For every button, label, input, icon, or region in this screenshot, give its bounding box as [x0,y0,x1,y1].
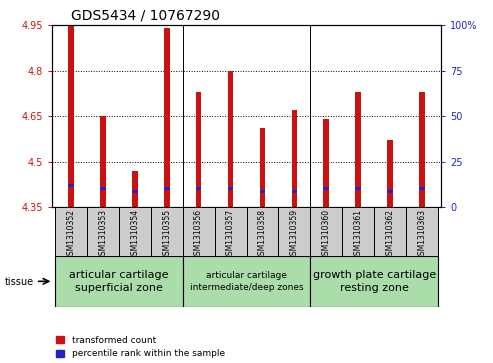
FancyBboxPatch shape [311,207,342,256]
Bar [260,128,265,207]
Text: articular cartilage
superficial zone: articular cartilage superficial zone [69,270,169,293]
FancyBboxPatch shape [119,207,151,256]
Bar [323,187,329,190]
FancyBboxPatch shape [182,207,214,256]
Bar [387,190,393,193]
Bar [228,187,233,190]
Bar [132,190,138,193]
FancyBboxPatch shape [55,256,182,307]
Bar [196,187,202,190]
Text: GSM1310357: GSM1310357 [226,209,235,261]
Text: articular cartilage
intermediate/deep zones: articular cartilage intermediate/deep zo… [190,271,303,292]
Bar [419,92,425,207]
Bar [228,71,233,207]
Bar [260,190,265,193]
Text: growth plate cartilage
resting zone: growth plate cartilage resting zone [313,270,436,293]
FancyBboxPatch shape [246,207,279,256]
FancyBboxPatch shape [342,207,374,256]
Text: GSM1310359: GSM1310359 [290,209,299,261]
Text: tissue: tissue [5,277,34,287]
FancyBboxPatch shape [279,207,311,256]
FancyBboxPatch shape [182,256,311,307]
FancyBboxPatch shape [374,207,406,256]
FancyBboxPatch shape [151,207,182,256]
Bar [323,119,329,207]
Bar [196,92,202,207]
Bar [132,171,138,207]
Bar [291,110,297,207]
Bar [68,184,74,187]
Bar [68,25,74,207]
Text: GSM1310354: GSM1310354 [130,209,139,261]
Bar [164,28,170,207]
FancyBboxPatch shape [55,207,87,256]
Bar [419,187,425,190]
Bar [291,190,297,193]
Text: GDS5434 / 10767290: GDS5434 / 10767290 [71,9,220,23]
Bar [100,187,106,190]
Text: GSM1310363: GSM1310363 [418,209,426,261]
Legend: transformed count, percentile rank within the sample: transformed count, percentile rank withi… [56,336,225,359]
Bar [100,116,106,207]
Text: GSM1310352: GSM1310352 [67,209,75,260]
Text: GSM1310360: GSM1310360 [322,209,331,261]
FancyBboxPatch shape [87,207,119,256]
FancyBboxPatch shape [214,207,246,256]
Text: GSM1310362: GSM1310362 [386,209,395,260]
Bar [164,187,170,190]
Text: GSM1310358: GSM1310358 [258,209,267,260]
Text: GSM1310355: GSM1310355 [162,209,171,261]
FancyBboxPatch shape [311,256,438,307]
FancyBboxPatch shape [406,207,438,256]
Bar [387,140,393,207]
Text: GSM1310356: GSM1310356 [194,209,203,261]
Bar [355,92,361,207]
Text: GSM1310353: GSM1310353 [98,209,107,261]
Bar [355,187,361,190]
Text: GSM1310361: GSM1310361 [354,209,363,260]
